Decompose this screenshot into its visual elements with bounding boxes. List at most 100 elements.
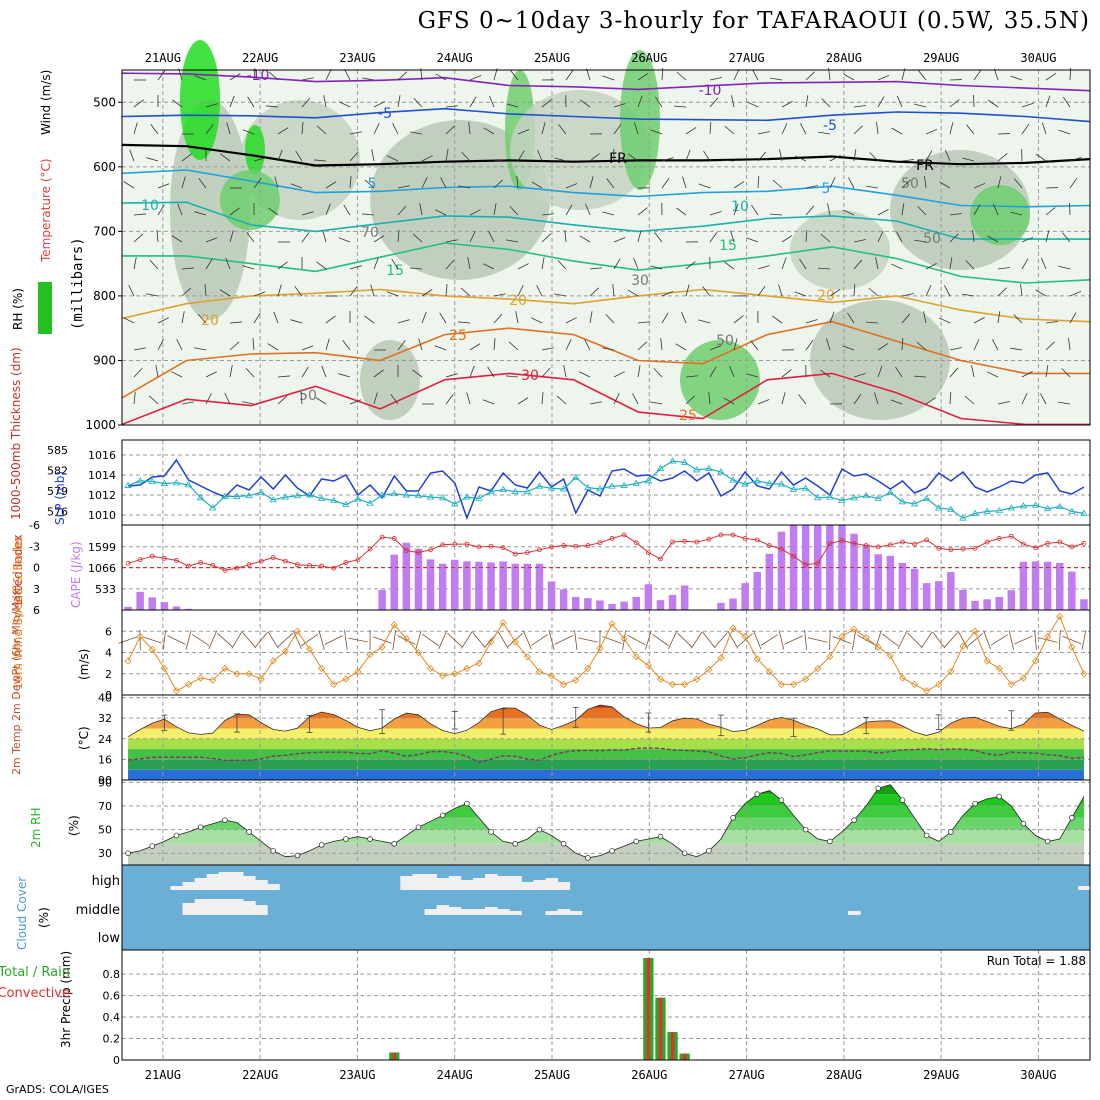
wind-barb — [757, 399, 770, 405]
wind-barb-10m — [530, 634, 548, 646]
slp-tick-label: 1016 — [88, 449, 116, 462]
thickness-point — [995, 506, 1003, 514]
slp-line — [128, 458, 1085, 521]
wind-barb — [157, 183, 170, 189]
precip-tick-label: 0 — [113, 1054, 120, 1067]
wind-barb — [772, 315, 783, 324]
lifted-index-point — [742, 536, 748, 541]
wind-barb — [198, 178, 207, 189]
thickness-point — [463, 493, 471, 500]
wind-barb — [390, 394, 399, 405]
wind-barb — [746, 101, 759, 108]
wind-barb — [925, 128, 938, 135]
wind-speed-point — [184, 680, 193, 688]
wind-barb — [301, 97, 311, 108]
wind-barb — [613, 393, 620, 405]
wind-barb — [944, 285, 951, 297]
wind-barb — [565, 317, 577, 324]
wind-barb-10m — [293, 630, 302, 650]
wind-barb — [266, 105, 279, 108]
lifted-index-point — [875, 544, 881, 550]
cloud-cell — [243, 901, 256, 915]
wind-barb — [733, 203, 739, 216]
wind-barb-10m — [690, 631, 703, 649]
cloud-cell — [448, 907, 462, 915]
thickness-point — [475, 494, 483, 501]
cloud-cell — [206, 874, 220, 890]
lifted-index-point — [730, 532, 736, 538]
wind-speed-point — [547, 672, 556, 680]
wind-speed-point — [293, 627, 302, 635]
cape-bar — [414, 548, 423, 610]
isotherm-label: 50 — [901, 176, 919, 192]
wind-barb — [949, 347, 962, 351]
precip-convective-bar — [392, 1052, 396, 1060]
rh-region — [220, 170, 280, 230]
wind-barb — [779, 149, 783, 162]
wind-barb — [1069, 156, 1082, 162]
lifted-index-point — [791, 553, 796, 559]
isotherm-label: 15 — [719, 238, 737, 254]
cape-bar — [450, 559, 459, 610]
wind-speed-point — [233, 670, 241, 678]
wind-barb-10m — [1014, 635, 1033, 645]
lifted-index-point — [948, 547, 954, 553]
temp-band — [128, 769, 1084, 780]
thickness-point — [426, 493, 435, 500]
wind-speed-point — [935, 680, 943, 688]
wind-barb — [469, 96, 477, 108]
temp-band — [128, 707, 1084, 719]
rh-point — [270, 848, 277, 854]
wind-barb — [325, 203, 331, 216]
precip-convective-bar — [658, 997, 663, 1060]
wind-barb — [506, 375, 519, 378]
wind-barb-10m — [778, 630, 785, 650]
wind-barb — [606, 178, 615, 189]
cloud-cell — [472, 909, 486, 915]
rh-point — [197, 824, 204, 830]
cape-bar — [487, 562, 495, 610]
wind-barb — [421, 311, 427, 324]
cloud-cell — [533, 880, 546, 890]
wind-barb — [853, 394, 862, 405]
rh-point — [754, 791, 760, 797]
wind-barb-10m — [652, 633, 669, 647]
wind-barb-10m — [192, 634, 210, 646]
wind-barb — [176, 339, 183, 351]
precip-tick-label: 0.4 — [103, 1011, 121, 1024]
rh-tick-label: 30 — [98, 847, 112, 860]
cape-bar — [789, 525, 798, 610]
lifted-tick-label: 6 — [33, 604, 40, 617]
cloud-cell — [557, 882, 571, 890]
wind-barb — [489, 95, 495, 108]
wind-barb-10m — [167, 635, 186, 645]
wind-barb — [536, 285, 543, 297]
wind-barb — [150, 124, 159, 135]
lifted-index-point — [658, 556, 663, 562]
wind-barb — [661, 291, 674, 297]
date-label-top: 28AUG — [826, 51, 862, 65]
wind-barb — [338, 373, 351, 378]
wind-barb-10m — [447, 632, 463, 648]
thickness-tick-label: 579 — [47, 485, 68, 498]
wind-barb — [589, 176, 594, 189]
wind-barb — [877, 96, 885, 108]
cloud-cell — [460, 880, 474, 890]
wind-barb — [799, 258, 807, 270]
wind-barb — [469, 209, 481, 216]
thickness-point — [850, 494, 858, 501]
pressure-tick-label: 800 — [93, 289, 116, 303]
wind-barb — [349, 265, 362, 270]
wind-barb — [373, 257, 379, 270]
lifted-index-line — [127, 534, 1085, 571]
thickness-point — [705, 464, 713, 471]
rh-point — [415, 824, 422, 830]
wind-speed-point — [281, 647, 289, 656]
wind-barb — [371, 149, 375, 162]
cape-axis-label: CAPE (J/kg) — [69, 541, 83, 608]
cape-bar — [559, 589, 568, 610]
wind-barb — [661, 312, 669, 324]
cape-bar — [596, 600, 604, 610]
thickness-point — [402, 491, 411, 498]
